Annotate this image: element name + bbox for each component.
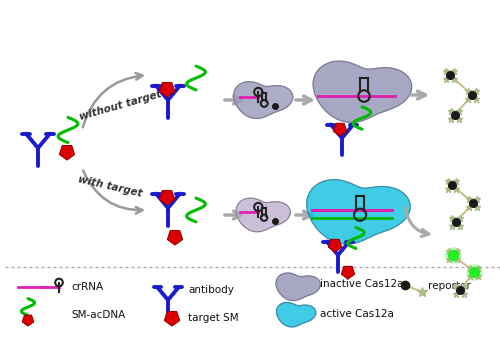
Text: SM-acDNA: SM-acDNA	[71, 310, 125, 320]
Text: antibody: antibody	[188, 285, 234, 295]
Text: with target: with target	[76, 174, 143, 199]
Polygon shape	[313, 61, 412, 122]
Polygon shape	[328, 239, 342, 252]
Text: without target: without target	[78, 89, 162, 122]
Polygon shape	[164, 311, 180, 326]
Polygon shape	[276, 303, 316, 327]
Polygon shape	[334, 123, 346, 136]
Text: target SM: target SM	[188, 313, 238, 323]
Polygon shape	[168, 230, 182, 245]
Polygon shape	[276, 273, 320, 300]
Text: inactive Cas12a: inactive Cas12a	[320, 279, 404, 289]
Polygon shape	[236, 198, 290, 232]
Polygon shape	[306, 180, 410, 244]
Polygon shape	[342, 266, 354, 279]
Text: crRNA: crRNA	[71, 282, 103, 292]
Text: active Cas12a: active Cas12a	[320, 309, 394, 319]
Polygon shape	[160, 190, 174, 205]
Text: reporter: reporter	[428, 281, 471, 291]
Polygon shape	[22, 315, 34, 326]
Polygon shape	[160, 83, 174, 97]
Polygon shape	[60, 145, 74, 160]
Polygon shape	[234, 82, 293, 118]
